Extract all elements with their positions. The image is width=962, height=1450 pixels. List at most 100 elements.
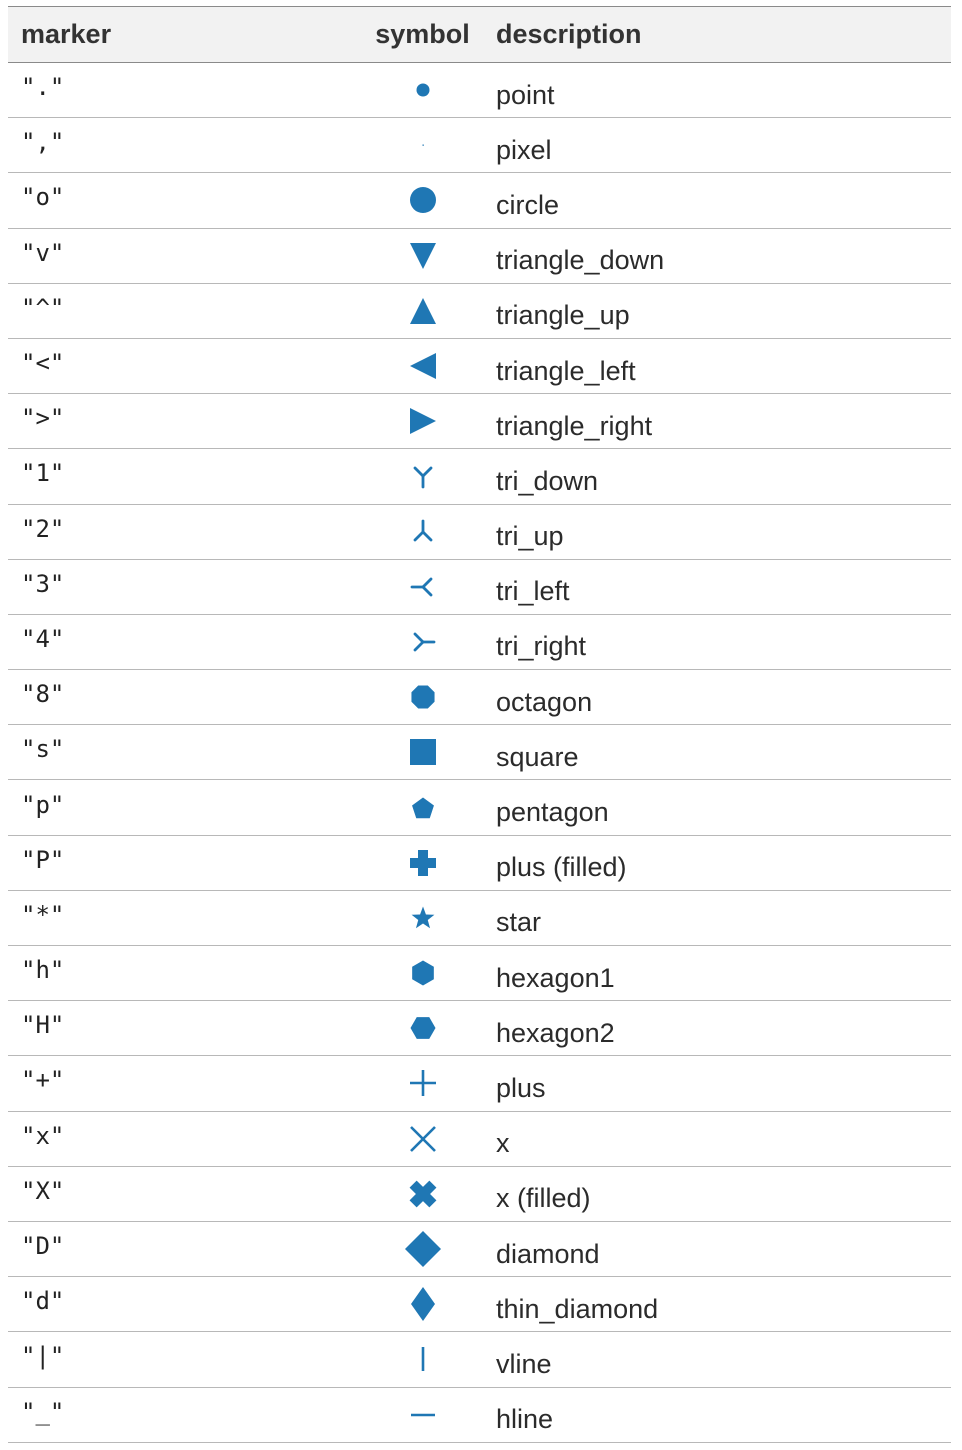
octagon-marker-icon: [410, 685, 435, 709]
marker-description: octagon: [485, 682, 951, 717]
marker-description-text: vline: [496, 1348, 552, 1379]
triangle-up-marker-icon: [409, 297, 436, 324]
diamond-marker-icon: [404, 1231, 441, 1268]
marker-code-text: "D": [21, 1232, 65, 1261]
table-row: "D" diamond: [8, 1222, 951, 1278]
marker-code: "4": [8, 624, 360, 656]
marker-symbol: [360, 346, 485, 386]
marker-symbol: [360, 567, 485, 607]
marker-description: tri_down: [485, 461, 951, 496]
x-filled-marker-icon: [409, 1180, 436, 1208]
marker-description: vline: [485, 1344, 951, 1379]
marker-description: triangle_left: [485, 351, 951, 386]
marker-description: point: [485, 75, 951, 110]
marker-code: "d": [8, 1287, 360, 1318]
marker-symbol: [360, 622, 485, 662]
marker-code: "P": [8, 846, 360, 877]
table-row: "+" plus: [8, 1056, 951, 1112]
marker-description-text: diamond: [496, 1238, 600, 1269]
marker-description: hexagon1: [485, 958, 951, 993]
marker-description: triangle_down: [485, 240, 951, 275]
marker-description-text: square: [496, 741, 579, 772]
marker-code: "p": [8, 790, 360, 822]
table-body: "." point "," pixel "o" circle "v" triangle_dow…: [8, 63, 951, 1443]
marker-code-text: "x": [21, 1121, 65, 1150]
plus-filled-marker-icon: [409, 849, 436, 876]
header-symbol: symbol: [375, 19, 470, 49]
table-row: "h" hexagon1: [8, 946, 951, 1002]
marker-code: "x": [8, 1121, 360, 1153]
header-description: description: [496, 19, 642, 49]
marker-code-text: "s": [21, 735, 65, 764]
marker-table: marker symbol description "." point "," pix…: [8, 6, 951, 1443]
table-row: "^" triangle_up: [8, 284, 951, 339]
marker-code: "*": [8, 900, 360, 932]
table-row: "d" thin_diamond: [8, 1277, 951, 1333]
marker-description: tri_right: [485, 626, 951, 661]
marker-code-text: "_": [21, 1397, 65, 1426]
marker-code: "s": [8, 735, 360, 766]
marker-symbol: [360, 1395, 485, 1435]
marker-description: diamond: [485, 1234, 951, 1269]
marker-code-text: "*": [21, 900, 65, 929]
marker-description: tri_left: [485, 571, 951, 606]
marker-code: "2": [8, 515, 360, 546]
marker-code-text: "3": [21, 569, 65, 598]
marker-description: hline: [485, 1399, 951, 1434]
marker-description: star: [485, 902, 951, 937]
table-row: "," pixel: [8, 118, 951, 174]
marker-description-text: point: [496, 79, 555, 110]
marker-code-text: "1": [21, 459, 65, 488]
marker-code-text: "<": [21, 349, 65, 378]
marker-symbol: [360, 512, 485, 552]
marker-code-text: "v": [21, 238, 65, 267]
marker-code-text: "d": [21, 1287, 65, 1316]
marker-description-text: circle: [496, 189, 560, 220]
marker-code-text: ">": [21, 404, 65, 433]
marker-description-text: plus (filled): [496, 852, 627, 883]
table-row: "4" tri_right: [8, 615, 951, 671]
marker-description: triangle_right: [485, 406, 951, 441]
pixel-marker-icon: [422, 144, 424, 147]
marker-symbol: [360, 677, 485, 717]
marker-description-text: triangle_right: [496, 410, 653, 441]
marker-code-text: "+": [21, 1066, 65, 1095]
marker-description: x: [485, 1123, 951, 1158]
marker-description: plus: [485, 1068, 951, 1103]
marker-symbol: [360, 180, 485, 220]
marker-symbol: [360, 401, 485, 441]
triangle-left-marker-icon: [409, 353, 436, 380]
marker-symbol: [360, 1339, 485, 1379]
table-row: "p" pentagon: [8, 780, 951, 836]
marker-description-text: octagon: [496, 686, 593, 717]
marker-code: "X": [8, 1177, 360, 1208]
marker-code-text: "p": [21, 790, 65, 819]
marker-code-text: "8": [21, 680, 65, 709]
x-marker-icon: [409, 1125, 436, 1152]
star-marker-icon: [411, 906, 434, 929]
marker-code: "|": [8, 1342, 360, 1373]
table-row: "x" x: [8, 1112, 951, 1167]
thin-diamond-marker-icon: [410, 1287, 435, 1322]
marker-code-text: "o": [21, 183, 65, 212]
table-row: "o" circle: [8, 173, 951, 229]
marker-code: "D": [8, 1232, 360, 1263]
hexagon1-marker-icon: [411, 960, 434, 986]
marker-symbol: [360, 1229, 485, 1269]
marker-symbol: [360, 291, 485, 331]
vline-marker-icon: [421, 1347, 424, 1372]
square-marker-icon: [409, 739, 436, 766]
table-row: "2" tri_up: [8, 505, 951, 560]
table-row: ">" triangle_right: [8, 394, 951, 450]
marker-code-text: "4": [21, 624, 65, 653]
marker-description: plus (filled): [485, 847, 951, 882]
pentagon-marker-icon: [411, 797, 434, 818]
marker-description-text: plus: [496, 1072, 546, 1103]
marker-symbol: [360, 898, 485, 938]
table-row: "_" hline: [8, 1388, 951, 1443]
table-row: "|" vline: [8, 1332, 951, 1388]
marker-symbol: [360, 125, 485, 165]
marker-description-text: x (filled): [496, 1183, 591, 1214]
triangle-down-marker-icon: [409, 242, 436, 269]
marker-code: "1": [8, 459, 360, 490]
